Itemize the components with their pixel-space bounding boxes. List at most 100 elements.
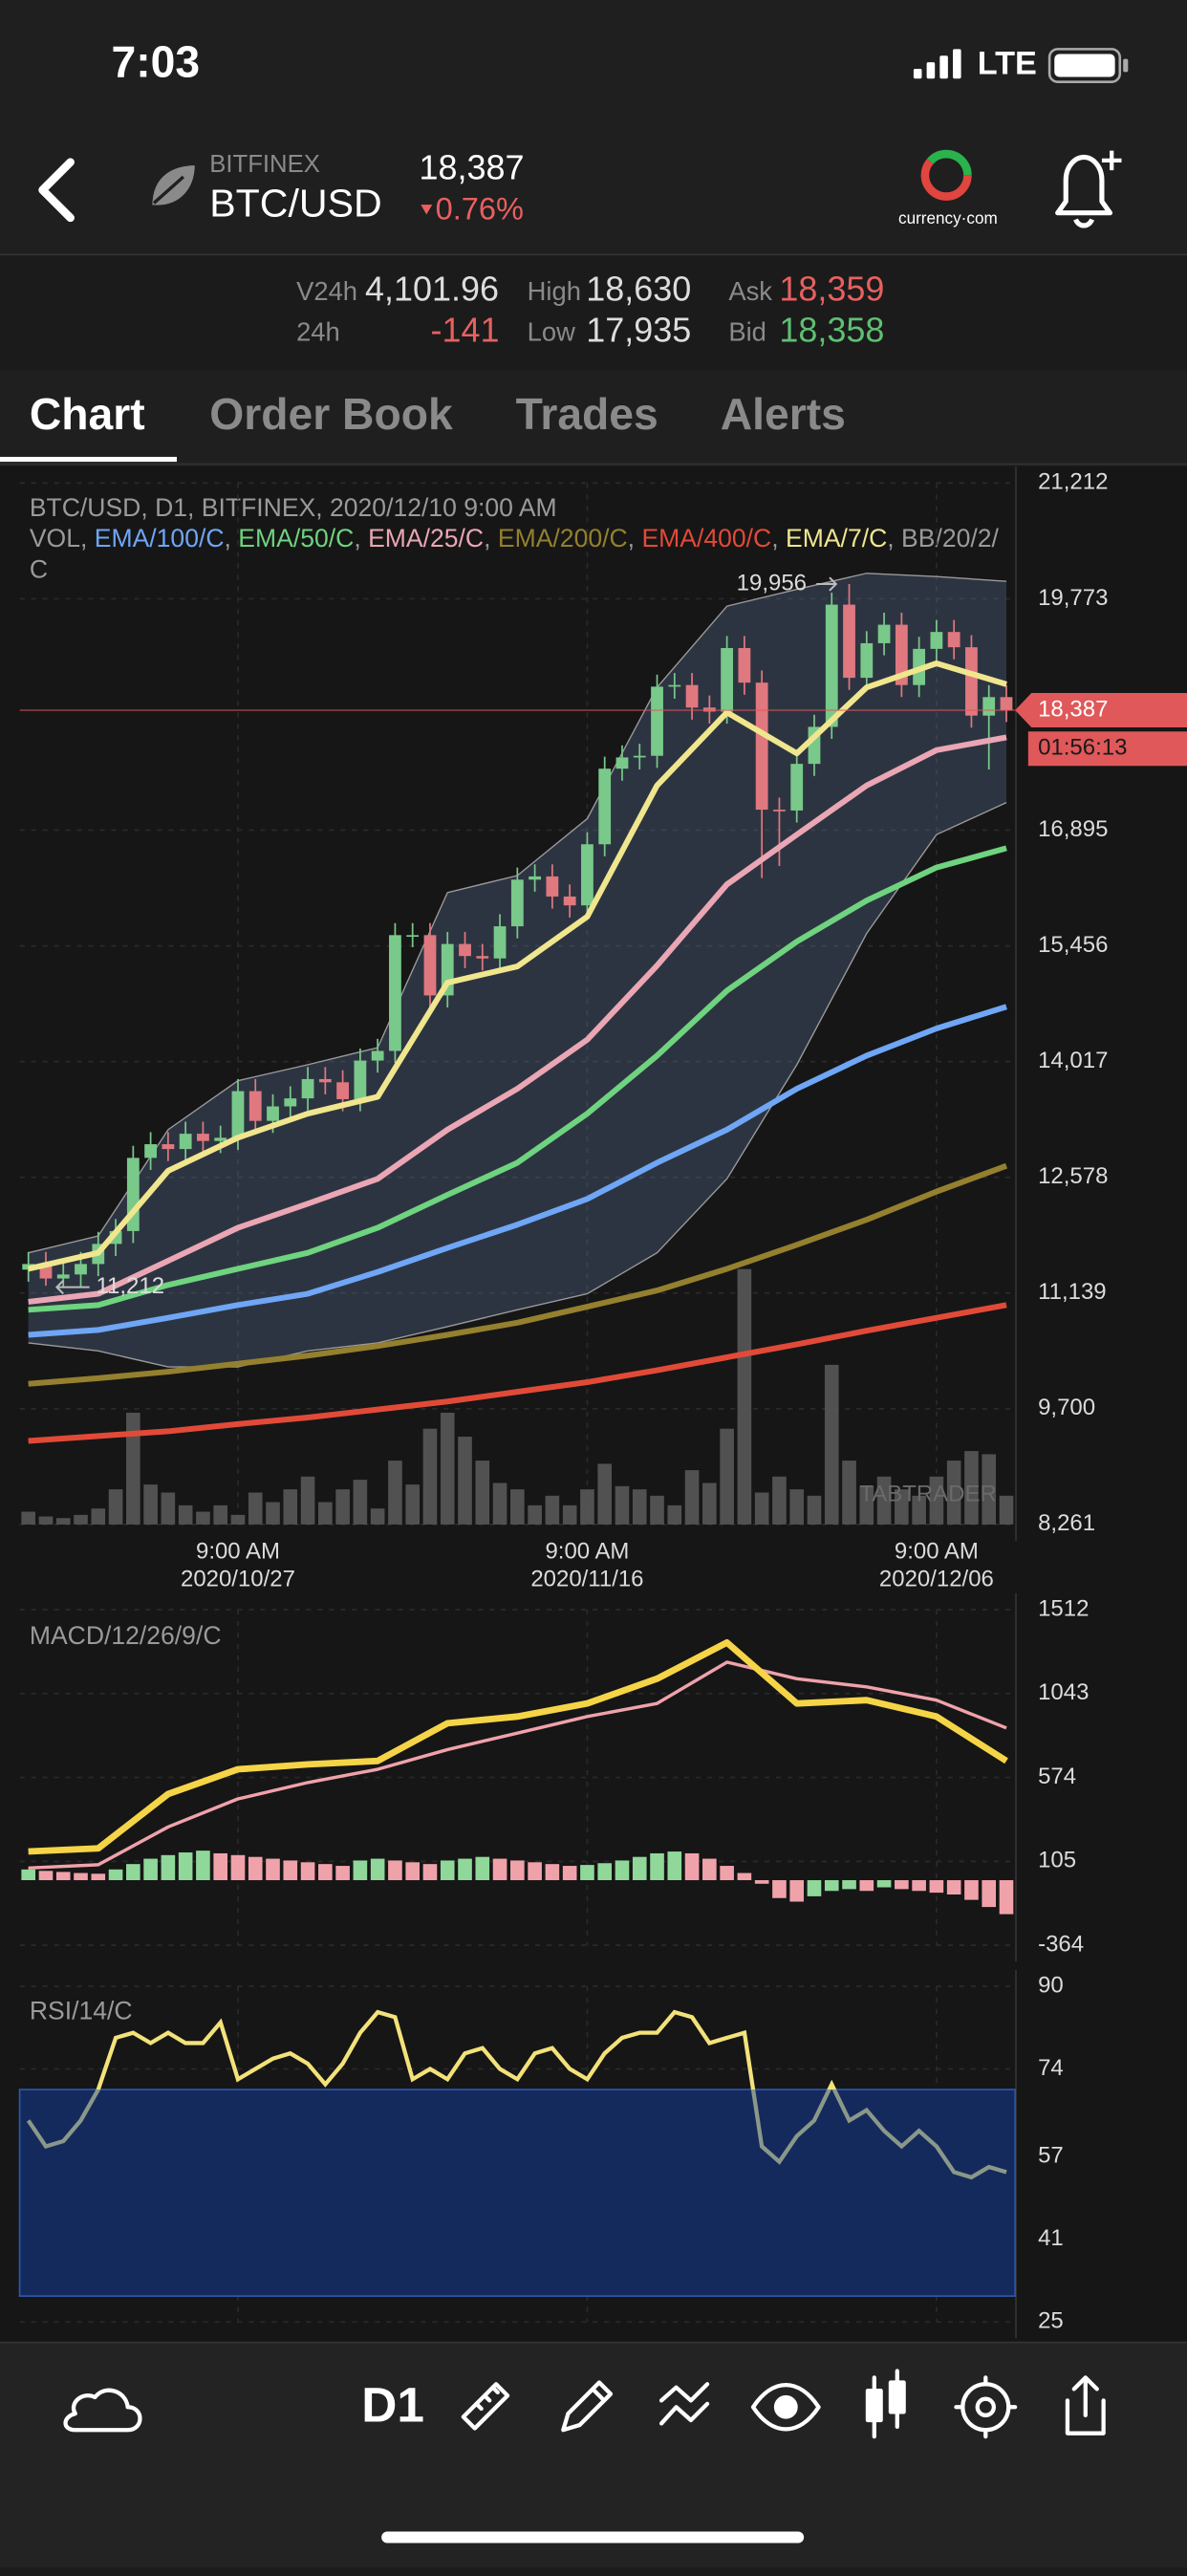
volume-bar [876,1476,892,1525]
candle-body [895,624,908,685]
candle-body [790,764,804,811]
volume-bar [370,1508,385,1525]
stat-value: 18,359 [779,269,884,308]
draw-button[interactable] [561,2380,614,2433]
histogram-bar [55,1872,71,1881]
y-tick-label: 15,456 [1038,932,1108,958]
histogram-bar [74,1872,88,1881]
histogram-bar [824,1880,839,1892]
histogram-bar [353,1860,368,1881]
volume-bar [807,1495,822,1525]
candle-body [615,757,629,769]
x-tick-label: 9:00 AM [895,1538,979,1564]
volume-bar [842,1461,856,1525]
candle-body [248,1091,262,1121]
candle-body [197,1134,209,1141]
legend-entry: EMA/200/C [484,526,628,553]
candle-body [389,935,401,1051]
histogram-bar [196,1851,210,1881]
candle-body [773,810,786,812]
countdown: 01:56:13 [1038,735,1127,761]
volume-bar [528,1504,542,1525]
x-tick-label: 2020/10/27 [181,1566,295,1591]
y-tick-label: 74 [1038,2055,1064,2081]
x-tick-label: 2020/11/16 [530,1566,643,1591]
volume-bar [964,1451,979,1525]
legend: VOLEMA/100/CEMA/50/CEMA/25/CEMA/200/CEMA… [30,524,1003,586]
y-tick-label: -364 [1038,1931,1084,1957]
brand-logo[interactable] [920,149,972,201]
volume-bar [737,1268,752,1525]
histogram-bar [178,1852,193,1881]
annotation-arrow [54,1280,90,1295]
candle-body [354,1060,367,1099]
cloud-button[interactable] [63,2388,142,2433]
candle-body [179,1134,192,1150]
volume-bar [161,1492,176,1525]
candle-body [318,1078,332,1083]
candle-body [877,624,891,643]
ema-line [28,1302,1007,1444]
share-button[interactable] [1065,2375,1106,2435]
indicators-button[interactable] [658,2382,710,2426]
candle-body [162,1144,175,1150]
ruler-button[interactable] [461,2382,510,2431]
histogram-bar [108,1869,123,1881]
volume-bar [720,1428,734,1525]
volume-bar [440,1412,455,1525]
legend-entry: EMA/100/C [80,526,225,553]
y-tick-label: 90 [1038,1972,1064,1998]
histogram-bar [38,1871,54,1881]
candle-body [668,684,681,687]
candle-body [231,1091,245,1138]
histogram-bar [999,1880,1014,1915]
chart-type-button[interactable] [865,2369,906,2439]
candle-body [529,876,542,880]
stat-value: 18,630 [586,269,691,308]
stat-label: High [528,276,581,306]
volume-bar [684,1470,700,1525]
tab[interactable]: Alerts [721,389,846,439]
x-tick-label: 9:00 AM [196,1538,280,1564]
volume-bar [946,1461,961,1525]
volume-bar [388,1461,402,1525]
stat-label: 24h [296,317,340,347]
histogram-bar [545,1864,560,1881]
volume-bar [615,1485,630,1525]
volume-bar [580,1489,594,1525]
legend-entry: EMA/400/C [628,526,772,553]
back-button[interactable] [38,158,75,223]
legend-entry: EMA/7/C [771,526,887,553]
tabs-bg [0,370,1187,465]
candle-body [843,604,855,679]
clock: 7:03 [111,37,200,87]
volume-bar [38,1516,54,1525]
settings-button[interactable] [954,2375,1018,2439]
histogram-bar [807,1880,822,1896]
volume-bar [475,1461,490,1525]
y-tick-label: 11,139 [1038,1279,1107,1305]
watermark: TABTRADER [859,1481,996,1506]
eye-button[interactable] [750,2383,821,2432]
brand: currency·com [898,208,998,227]
candle-body [633,755,646,758]
tab[interactable]: Order Book [209,389,453,439]
tab[interactable]: Trades [516,389,658,439]
plots: 21,212 19,773 16,895 15,456 14,017 12,578 11,1… [18,466,1187,2339]
timeframe[interactable]: D1 [361,2377,424,2433]
candle-body [755,682,768,811]
y-tick-label: 14,017 [1038,1048,1108,1073]
tab[interactable]: Chart [30,389,145,439]
alert-bell[interactable] [1055,150,1122,228]
volume-bar [458,1437,472,1525]
volume-bar [196,1511,210,1525]
histogram-bar [772,1880,787,1898]
histogram-bar [248,1856,263,1881]
y-tick-label: 25 [1038,2308,1064,2334]
histogram-bar [370,1858,385,1881]
histogram-bar [876,1880,892,1888]
ema-line [28,1004,1007,1338]
candle-body [563,896,576,906]
tab-underline [0,456,178,463]
